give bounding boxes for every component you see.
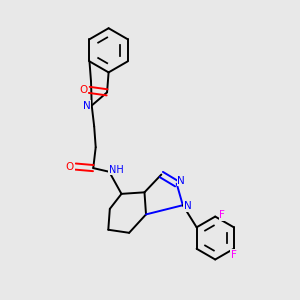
Text: O: O: [80, 85, 88, 95]
Text: F: F: [219, 210, 225, 220]
Text: N: N: [184, 201, 191, 212]
Text: O: O: [66, 162, 74, 172]
Text: F: F: [231, 250, 237, 260]
Text: N: N: [177, 176, 185, 186]
Text: NH: NH: [109, 165, 123, 175]
Text: N: N: [83, 100, 91, 110]
